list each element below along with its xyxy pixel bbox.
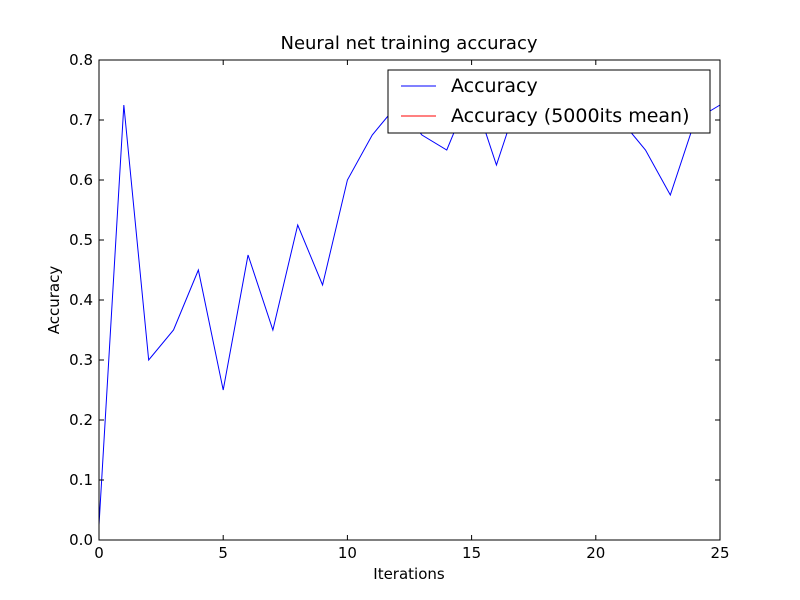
y-tick-label: 0.4 (69, 291, 93, 309)
legend: Accuracy Accuracy (5000its mean) (387, 69, 711, 134)
x-tick-label: 10 (338, 544, 357, 562)
x-axis-label: Iterations (373, 565, 445, 583)
y-tick-label: 0.0 (69, 531, 93, 549)
y-tick-label: 0.3 (69, 351, 93, 369)
y-axis: 0.0 0.1 0.2 0.3 0.4 0.5 0.6 0.7 0.8 (69, 51, 720, 549)
legend-label-accuracy-mean: Accuracy (5000its mean) (451, 105, 690, 127)
y-tick-label: 0.8 (69, 51, 93, 69)
chart-title: Neural net training accuracy (280, 33, 537, 54)
x-tick-label: 15 (462, 544, 481, 562)
y-tick-label: 0.6 (69, 171, 93, 189)
legend-box (387, 69, 711, 134)
y-tick-label: 0.7 (69, 111, 93, 129)
y-axis-label: Accuracy (45, 266, 63, 335)
y-tick-label: 0.1 (69, 471, 93, 489)
x-axis: 0 5 10 15 20 25 (94, 60, 730, 562)
x-tick-label: 5 (218, 544, 228, 562)
x-tick-label: 0 (94, 544, 104, 562)
x-tick-label: 20 (586, 544, 605, 562)
x-tick-label: 25 (710, 544, 729, 562)
y-tick-label: 0.5 (69, 231, 93, 249)
legend-label-accuracy: Accuracy (451, 75, 538, 97)
y-tick-label: 0.2 (69, 411, 93, 429)
